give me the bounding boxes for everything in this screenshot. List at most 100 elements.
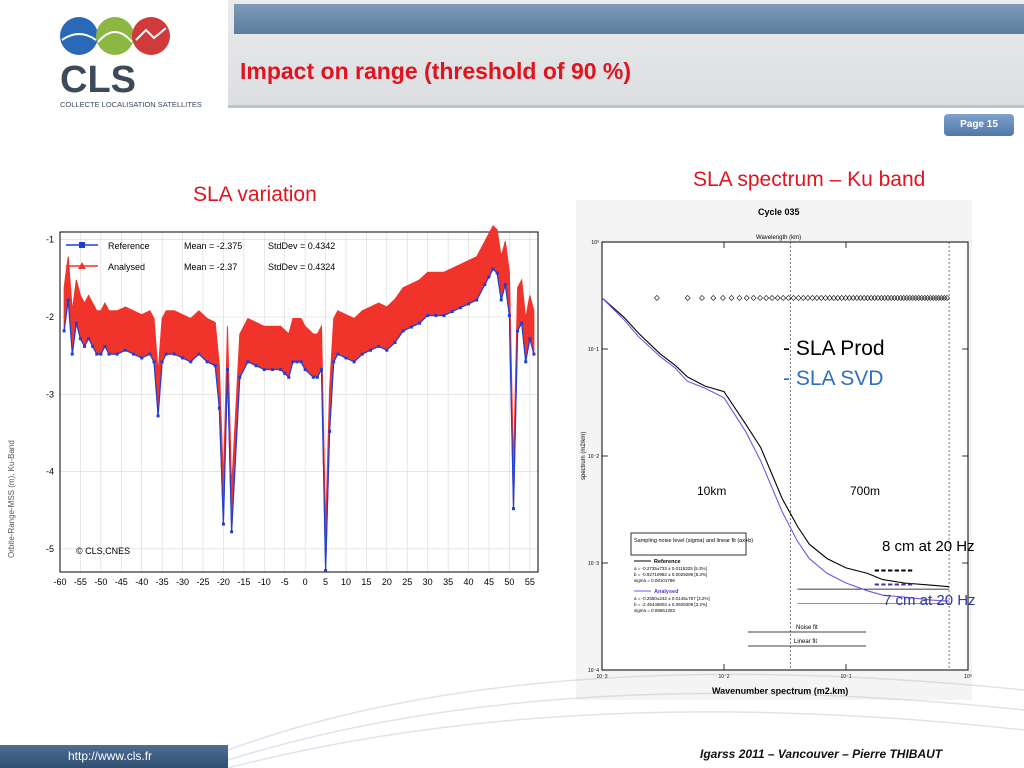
grid [59,232,538,572]
diamond-marker [763,295,770,301]
y-tick-labels: -1 -2 -3 -4 -5 [46,235,54,554]
diamond-marker [795,295,802,301]
spectrum-title: Cycle 035 [758,207,800,217]
x-tick-label: 10⁻1 [841,674,852,680]
legend-marker-reference [79,242,85,248]
reference-point [140,356,144,360]
diamond-marker [921,295,928,301]
slide-title: Impact on range (threshold of 90 %) [240,58,632,84]
y-tick-label: -4 [46,467,54,477]
reference-point [315,375,319,379]
reference-point [511,507,515,511]
left-panel-heading: SLA variation [193,183,317,206]
reference-point [156,414,160,418]
x-tick-label: 10⁰ [964,674,972,680]
x-tick-label: -35 [156,577,169,587]
diamond-marker [818,295,825,301]
top-axis-label: Wavelength (km) [756,235,801,241]
y-tick-label: 10⁻2 [588,454,599,460]
diamond-marker [785,295,792,301]
diamond-marker [750,295,757,301]
legend-marker-analysed [78,262,86,269]
diamond-marker [842,295,849,301]
legend-reference: Reference [108,241,150,251]
reference-point [450,310,454,314]
reference-point [507,313,511,317]
reference-point [311,375,315,379]
reference-point [328,429,332,433]
right-panel-heading: SLA spectrum – Ku band [693,168,926,191]
diamond-marker [813,295,820,301]
reference-point [87,337,91,341]
note-7cm: 7 cm at 20 Hz [883,592,976,609]
reference-point [262,368,266,372]
x-tick-label: 45 [484,577,494,587]
reference-point [115,352,119,356]
reference-point [303,368,307,372]
reference-point [299,360,303,364]
diamond-marker [830,295,837,301]
vertical-markers [789,242,950,670]
footer-url[interactable]: http://www.cls.fr [0,745,228,768]
reference-point [62,329,66,333]
logo-area: CLS COLLECTE LOCALISATION SATELLITES [0,0,232,118]
fit-legend-box: Sampling noise level (sigma) and linear … [630,532,753,613]
reference-point [352,360,356,364]
reference-point [418,321,422,325]
x-tick-label: 10⁻3 [597,674,608,680]
reference-point [344,356,348,360]
x-tick-labels: -60 -55 -50 -45 -40 -35 -30 -25 -20 -15 -10 -5 0 5 10 1… [53,577,534,587]
y-tick-label: -5 [46,544,54,554]
fit-ref-b: b = -0.92710982 ± 0.0029299 [5.3%] [634,572,707,577]
diamond-marker [918,295,925,301]
reference-point [78,337,82,341]
legend-reference-std: StdDev = 0.4342 [268,241,335,251]
reference-point [181,356,185,360]
diamond-marker [826,295,833,301]
reference-point [287,375,291,379]
legend-sla-svd: - SLA SVD [783,367,884,390]
y-tick-label: 10⁻4 [588,668,599,674]
reference-point [226,368,230,372]
reference-point [152,360,156,364]
spectrum-x-label: Wavenumber spectrum (m2.km) [712,686,848,696]
diamond-marker [780,295,787,301]
reference-point [95,352,99,356]
legend-analysed-std: StdDev = 0.4324 [268,262,335,272]
header-topline [234,4,1024,34]
diamond-marker [941,295,948,301]
x-tick-label: -10 [258,577,271,587]
x-tick-label: 55 [525,577,535,587]
diamond-marker [927,295,934,301]
diamond-marker [720,295,726,301]
reference-point [336,352,340,356]
reference-point [532,352,536,356]
x-tick-label: 25 [402,577,412,587]
x-tick-label: -15 [237,577,250,587]
reference-point [107,352,111,356]
y-tick-label: 10⁰ [591,240,599,246]
reference-point [91,344,95,348]
reference-point [401,329,405,333]
diamond-marker [944,295,950,301]
y-tick-label: 10⁻1 [588,347,599,353]
label-10km: 10km [697,484,727,498]
diamond-marker [930,295,937,301]
diamond-marker [684,295,691,301]
diamond-marker [774,295,781,301]
y-tick-label: 10⁻3 [588,561,599,567]
legend-sla-prod: - SLA Prod [783,337,885,360]
diamond-markers [653,295,950,301]
reference-point [377,344,381,348]
x-tick-label: -30 [176,577,189,587]
reference-point [70,352,74,356]
fit-ref-sigma: sigma = 0.08101786 [634,578,675,583]
x-tick-label: -40 [135,577,148,587]
reference-point [254,364,258,368]
reference-point [524,360,528,364]
diamond-marker [838,295,845,301]
reference-point [520,321,524,325]
reference-point [426,313,430,317]
x-tick-label: 10⁻2 [719,674,730,680]
